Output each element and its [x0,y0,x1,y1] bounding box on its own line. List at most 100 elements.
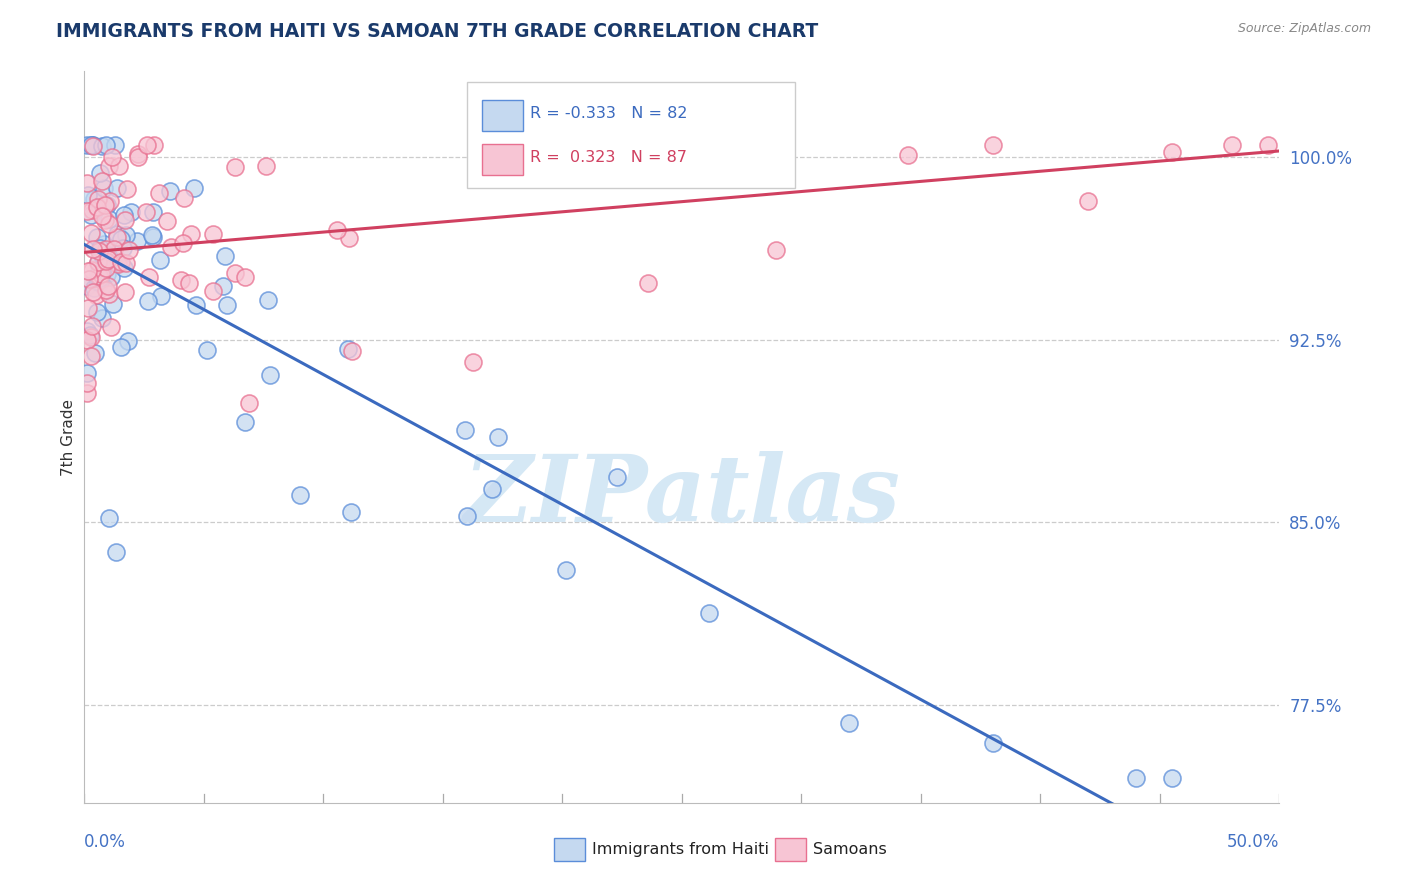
Point [141,228,163,243]
Point [127,147,149,161]
Text: Samoans: Samoans [814,842,887,857]
Text: Source: ZipAtlas.com: Source: ZipAtlas.com [1237,22,1371,36]
Point [80,329,103,343]
Point [105,230,128,244]
Point [97,211,120,226]
Point [103,297,125,311]
Point [150,288,173,302]
Point [765,243,787,257]
Point [93,260,115,275]
Point [84,287,107,301]
Point [454,423,477,437]
Point [104,137,127,152]
Point [105,544,128,558]
Point [224,161,246,175]
Point [115,227,138,242]
Point [91,248,114,262]
Point [82,263,104,277]
Point [76,366,98,380]
Text: 50.0%: 50.0% [1227,833,1279,851]
FancyBboxPatch shape [482,101,523,131]
Point [238,395,260,409]
Point [94,198,117,212]
Point [138,270,160,285]
Point [80,137,103,152]
Point [101,150,124,164]
Text: ZIPatlas: ZIPatlas [464,450,900,541]
Point [1077,194,1099,208]
Point [184,297,207,311]
Point [98,194,121,208]
Point [256,159,278,173]
Point [897,148,920,162]
Point [90,311,112,326]
Point [159,184,181,198]
Point [114,213,136,227]
Point [214,250,236,264]
Point [235,270,257,285]
Point [76,385,98,400]
Point [1257,137,1279,152]
Point [98,217,121,231]
Point [94,242,117,256]
Point [77,263,100,277]
FancyBboxPatch shape [467,82,796,188]
Point [981,736,1004,750]
Point [86,305,108,319]
Y-axis label: 7th Grade: 7th Grade [60,399,76,475]
Point [82,139,104,153]
Point [86,275,108,289]
Point [90,174,112,188]
Point [94,254,117,268]
FancyBboxPatch shape [554,838,585,862]
Point [838,716,860,731]
Point [142,230,165,244]
Point [91,265,114,279]
Point [80,208,103,222]
Point [603,146,626,161]
Point [86,230,108,244]
Point [202,227,225,241]
Point [86,255,108,269]
Point [105,227,128,242]
Point [103,242,125,256]
Point [97,159,120,173]
Point [100,320,122,334]
Point [340,343,363,358]
Point [143,137,166,152]
Text: R =  0.323   N = 87: R = 0.323 N = 87 [530,150,688,165]
Point [90,267,112,281]
Point [1220,137,1243,152]
Point [89,242,111,256]
Point [89,271,111,285]
Point [112,241,135,255]
Point [1161,772,1184,786]
Text: 0.0%: 0.0% [84,833,127,851]
Point [555,563,578,577]
Point [527,137,550,152]
Point [1161,145,1184,159]
FancyBboxPatch shape [775,838,806,862]
Point [257,293,280,307]
Point [259,368,281,382]
Point [211,279,233,293]
Point [82,137,104,152]
Point [87,192,110,206]
Point [93,237,115,252]
Point [76,203,98,218]
Point [339,505,361,519]
Point [76,333,98,347]
Point [134,205,156,219]
Point [96,267,118,281]
Point [80,226,103,240]
Point [94,283,117,297]
Point [172,236,194,251]
Point [697,606,720,620]
Point [82,285,104,299]
Point [337,231,360,245]
Point [80,319,103,334]
Point [456,509,478,524]
Point [1125,772,1147,786]
Point [110,340,132,354]
Point [76,137,98,152]
